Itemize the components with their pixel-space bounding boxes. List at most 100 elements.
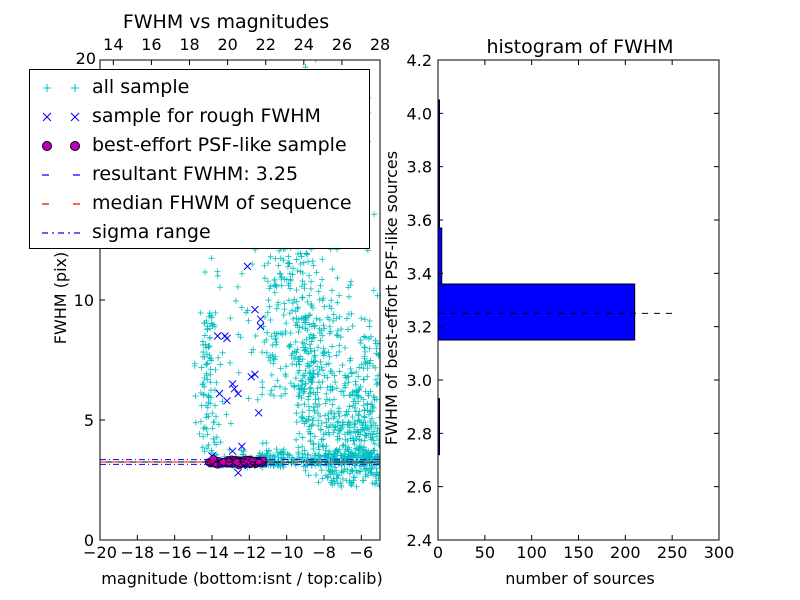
all-sample-point [282,385,289,392]
all-sample-point [362,419,369,426]
rough-fwhm-point [228,380,237,388]
all-sample-point [268,371,275,378]
all-sample-point [323,50,329,56]
all-sample-point [322,400,329,407]
all-sample-point [275,262,282,269]
all-sample-point [361,344,368,351]
all-sample-point [359,426,366,433]
legend-entry: resultant FWHM: 3.25 [30,161,369,189]
all-sample-point [336,342,343,349]
all-sample-point [279,448,286,455]
all-sample-point [369,480,376,487]
all-sample-point [346,470,353,477]
all-sample-point [213,434,220,441]
all-sample-point [358,43,364,49]
all-sample-point [340,455,347,462]
histogram-xtick-label: 200 [610,543,641,562]
all-sample-point [337,480,344,487]
all-sample-point [336,413,343,420]
all-sample-point [204,445,211,452]
all-sample-point [248,349,255,356]
all-sample-point [347,392,354,399]
all-sample-point [332,447,339,454]
all-sample-point [275,451,282,458]
all-sample-point [327,383,334,390]
all-sample-point [339,421,346,428]
all-sample-point [299,278,306,285]
all-sample-point [320,345,327,352]
all-sample-point [299,294,306,301]
all-sample-point [335,427,342,434]
all-sample-point [321,303,328,310]
all-sample-point [271,277,278,284]
all-sample-point [367,408,374,415]
all-sample-point [338,483,345,490]
all-sample-point [313,269,320,276]
all-sample-point [366,318,373,325]
all-sample-point [319,256,326,263]
all-sample-point [364,400,371,407]
all-sample-point [297,250,304,257]
all-sample-point [356,364,363,371]
all-sample-point [214,272,221,279]
all-sample-point [354,469,361,476]
all-sample-point [259,384,266,391]
all-sample-point [288,352,295,359]
all-sample-point [345,310,352,317]
all-sample-point [278,392,285,399]
all-sample-point [290,315,297,322]
legend-symbol [42,174,80,176]
all-sample-point [362,465,369,472]
all-sample-point [375,352,380,359]
all-sample-point [254,396,261,403]
histogram-bar [437,283,636,341]
all-sample-point [310,404,317,411]
all-sample-point [366,452,373,459]
all-sample-point [359,477,366,484]
all-sample-point [210,419,217,426]
all-sample-point [294,304,301,311]
all-sample-point [375,472,380,479]
all-sample-point [370,437,377,444]
scatter-xtick-label: −8 [312,543,336,562]
all-sample-point [310,320,317,327]
all-sample-point [364,373,371,380]
all-sample-point [324,374,331,381]
all-sample-point [298,253,305,260]
all-sample-point [353,387,360,394]
all-sample-point [323,443,330,450]
all-sample-point [201,448,208,455]
all-sample-point [301,447,308,454]
all-sample-point [374,451,380,458]
all-sample-point [330,413,337,420]
legend-entry: all sample [30,74,369,102]
all-sample-point [285,253,292,260]
all-sample-point [283,320,290,327]
all-sample-point [299,443,306,450]
all-sample-point [370,362,377,369]
all-sample-point [289,300,296,307]
all-sample-point [313,471,320,478]
histogram-xtick-label: 300 [704,543,735,562]
all-sample-point [312,352,319,359]
all-sample-point [327,421,334,428]
all-sample-point [326,323,333,330]
all-sample-point [303,457,310,464]
all-sample-point [376,379,380,386]
all-sample-point [293,319,300,326]
all-sample-point [202,269,209,276]
all-sample-point [355,393,362,400]
all-sample-point [317,462,324,469]
all-sample-point [360,376,367,383]
all-sample-point [357,468,364,475]
all-sample-point [265,260,272,267]
all-sample-point [361,413,368,420]
all-sample-point [259,378,266,385]
all-sample-point [310,441,317,448]
all-sample-point [266,285,273,292]
all-sample-point [192,419,199,426]
legend-symbol [42,203,80,205]
all-sample-point [267,253,274,260]
all-sample-point [343,374,350,381]
all-sample-point [277,365,284,372]
